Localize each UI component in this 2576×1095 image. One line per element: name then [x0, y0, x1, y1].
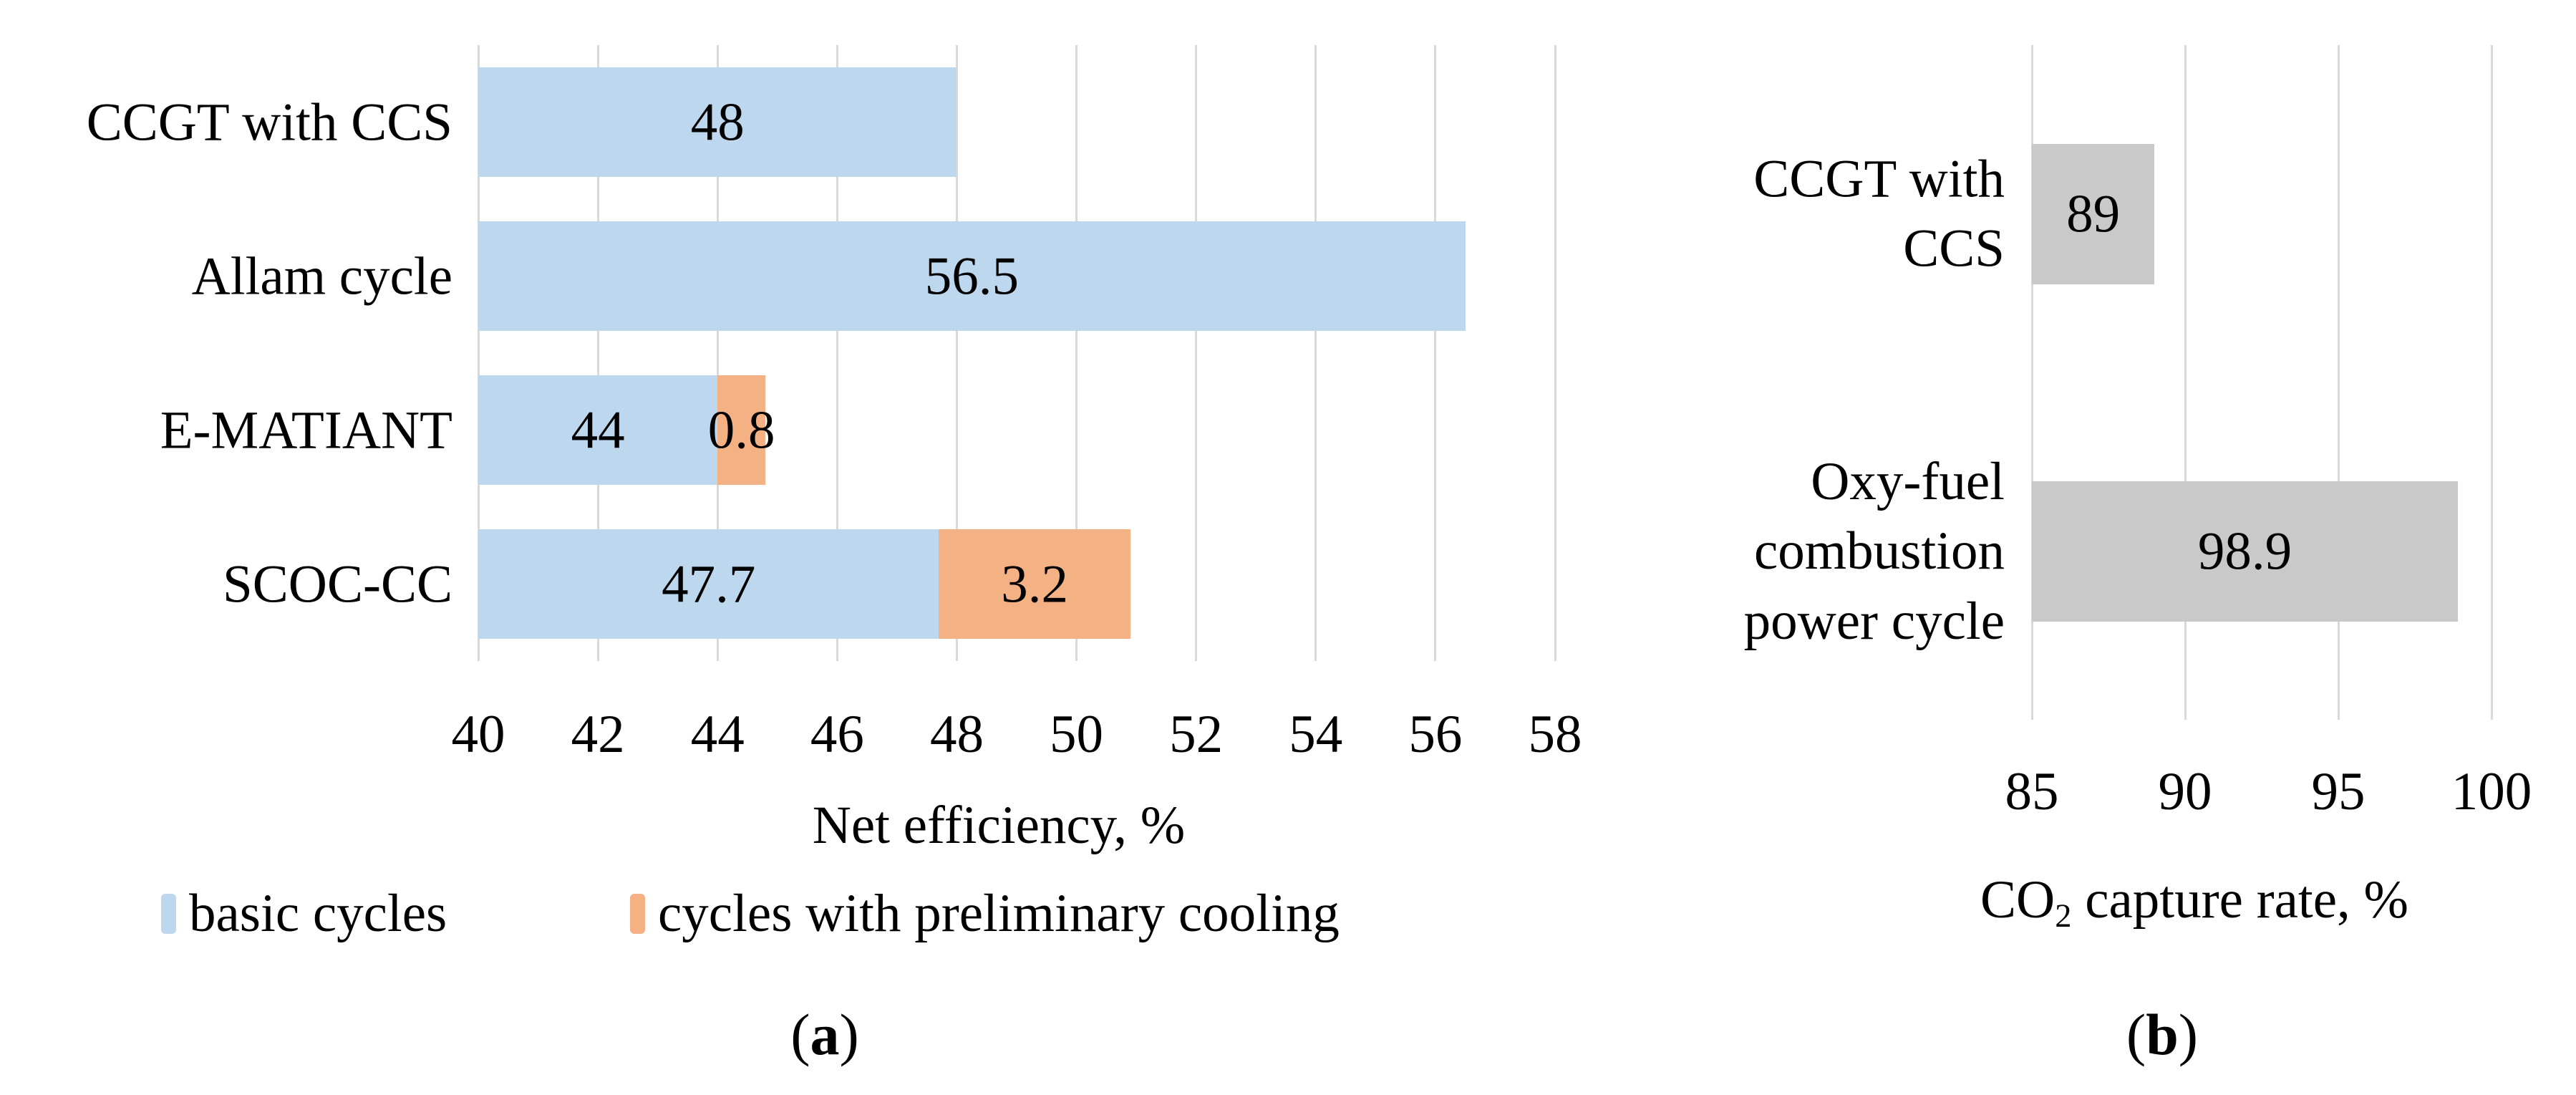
x-tick-label: 95: [2311, 762, 2366, 821]
bar-segment: [2032, 143, 2155, 284]
category-label: CCGT with CCS: [1753, 144, 2005, 284]
x-tick-label: 54: [1289, 705, 1343, 764]
co2-label-subscript: 2: [2055, 898, 2072, 935]
category-label-line: CCGT with CCS: [86, 92, 452, 152]
x-axis-title-co2-capture-rate: CO2 capture rate, %: [1980, 868, 2408, 937]
category-label: Allam cycle: [192, 241, 452, 312]
caption-a-close-paren: ): [839, 1002, 859, 1067]
x-tick-label: 42: [571, 705, 625, 764]
x-tick-label: 46: [810, 705, 864, 764]
bar-value-label: 98.9: [2197, 521, 2292, 581]
bar-segment: [478, 529, 939, 639]
panel-caption-a: (a): [790, 1000, 859, 1070]
category-label: E-MATIANT: [160, 395, 452, 466]
gridline: [2184, 45, 2187, 720]
caption-a-open-paren: (: [790, 1002, 810, 1067]
x-tick-label: 90: [2158, 762, 2212, 821]
caption-a-letter: a: [810, 1002, 840, 1067]
x-tick-label: 50: [1050, 705, 1104, 764]
x-tick-label: 58: [1528, 705, 1582, 764]
bar-value-label: 44: [571, 400, 625, 460]
legend-label-basic-cycles: basic cycles: [189, 884, 447, 943]
x-tick-label: 48: [929, 705, 984, 764]
bar-value-label: 48: [690, 92, 745, 152]
category-label: SCOC-CC: [223, 549, 452, 619]
legend-swatch-cycles-with-preliminary-cooling: [630, 893, 645, 934]
caption-b-open-paren: (: [2126, 1002, 2146, 1067]
category-label: Oxy-fuel combustion power cycle: [1744, 446, 2005, 656]
bar-value-label: 0.8: [707, 400, 775, 460]
category-label-line: power cycle: [1743, 591, 2005, 651]
gridline: [596, 45, 599, 661]
gridline: [2337, 45, 2340, 720]
x-tick-label: 40: [451, 705, 505, 764]
gridline: [1554, 45, 1556, 661]
x-axis-title-net-efficiency: Net efficiency, %: [812, 796, 1186, 855]
bar-segment: [478, 67, 957, 177]
bar-segment: [478, 375, 718, 485]
legend-label-cycles-with-preliminary-cooling: cycles with preliminary cooling: [658, 884, 1340, 943]
bar-value-label: 89: [2066, 184, 2121, 243]
category-label-line: combustion: [1754, 521, 2005, 581]
category-label-line: E-MATIANT: [160, 400, 452, 460]
x-tick-label: 56: [1408, 705, 1463, 764]
caption-b-letter: b: [2146, 1002, 2179, 1067]
bar-value-label: 3.2: [1001, 554, 1068, 614]
category-label-line: SCOC-CC: [223, 554, 452, 614]
gridline: [1195, 45, 1198, 661]
bar-value-label: 56.5: [924, 246, 1019, 306]
legend-swatch-basic-cycles: [161, 893, 176, 934]
gridline: [836, 45, 838, 661]
bar-value-label: 47.7: [662, 554, 756, 614]
co2-label-rest: capture rate, %: [2071, 870, 2408, 930]
gridline: [955, 45, 958, 661]
gridline: [2490, 45, 2493, 720]
x-tick-label: 100: [2451, 762, 2532, 821]
x-tick-label: 85: [2005, 762, 2059, 821]
category-label: CCGT with CCS: [87, 87, 452, 158]
gridline: [2030, 45, 2033, 720]
legend-item-basic-cycles: basic cycles: [161, 887, 447, 940]
category-label-line: CCGT with: [1753, 149, 2005, 208]
gridline: [1075, 45, 1078, 661]
bar-segment: [939, 529, 1130, 639]
category-label-line: Allam cycle: [191, 246, 452, 306]
caption-b-close-paren: ): [2178, 1002, 2199, 1067]
legend-item-cycles-with-preliminary-cooling: cycles with preliminary cooling: [630, 887, 1340, 940]
x-tick-label: 52: [1169, 705, 1224, 764]
panel-caption-b: (b): [2126, 1000, 2198, 1070]
x-tick-label: 44: [690, 705, 745, 764]
category-label-line: Oxy-fuel: [1811, 451, 2005, 511]
gridline: [1434, 45, 1437, 661]
gridline: [716, 45, 719, 661]
gridline: [1314, 45, 1317, 661]
co2-label-base: CO: [1980, 870, 2056, 930]
gridline: [477, 45, 480, 661]
bar-segment: [717, 375, 766, 485]
bar-segment: [478, 221, 1466, 331]
category-label-line: CCS: [1903, 218, 2005, 279]
bar-segment: [2032, 481, 2458, 622]
